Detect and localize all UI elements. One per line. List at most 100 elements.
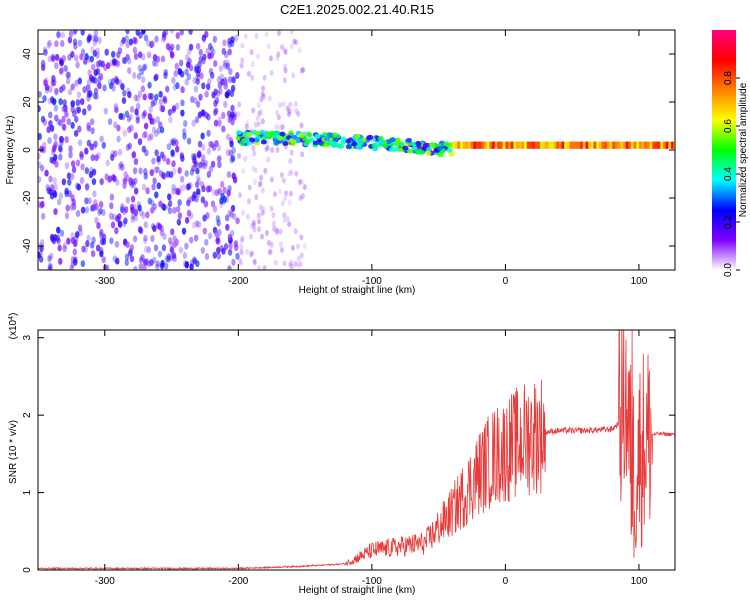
heatmap-noise-dot (79, 150, 84, 158)
heatmap-noise-dot (213, 119, 219, 127)
heatmap-noise-dot (81, 245, 86, 253)
heatmap-line-cell (478, 141, 482, 149)
heatmap-faint-dot (291, 72, 296, 79)
heatmap-noise-dot (160, 259, 165, 267)
heatmap-noise-dot (208, 165, 214, 173)
heatmap-band-dot (235, 130, 242, 136)
heatmap-line-cell (665, 141, 669, 149)
heatmap-noise-dot (198, 55, 204, 63)
heatmap-noise-dot (93, 140, 98, 148)
heatmap-noise-dot (122, 181, 127, 189)
heatmap-noise-dot (98, 207, 103, 215)
heatmap-noise-dot (93, 35, 99, 43)
heatmap-noise-dot (73, 235, 79, 243)
heatmap-noise-dot (207, 232, 213, 240)
heatmap-noise-dot (171, 137, 177, 145)
heatmap-faint-dot (248, 251, 253, 258)
heatmap-noise-dot (193, 85, 199, 93)
heatmap-noise-dot (184, 68, 189, 76)
heatmap-faint-dot (261, 85, 266, 92)
heatmap-noise-dot (194, 116, 200, 124)
heatmap-noise-dot (101, 233, 107, 241)
heatmap-noise-dot (216, 155, 221, 163)
heatmap-noise-dot (229, 140, 234, 148)
heatmap-noise-dot (100, 60, 105, 68)
heatmap-faint-dot (283, 49, 288, 56)
heatmap-band-dot (243, 138, 250, 144)
heatmap-line-cell (614, 141, 619, 149)
heatmap-line-cell (593, 141, 597, 149)
heatmap-noise-dot (154, 149, 159, 157)
heatmap-noise-dot (161, 154, 167, 162)
heatmap-band-dot (378, 139, 385, 145)
heatmap-band-dot (443, 141, 450, 147)
heatmap-line-cell (585, 141, 589, 149)
heatmap-line-cell (476, 141, 480, 149)
heatmap-noise-dot (141, 145, 147, 153)
heatmap-faint-dot (289, 259, 294, 266)
heatmap-noise-dot (169, 138, 175, 146)
heatmap-noise-dot (140, 85, 146, 93)
heatmap-noise-dot (117, 79, 123, 87)
heatmap-faint-dot (268, 55, 273, 62)
heatmap-noise-dot (155, 166, 160, 174)
heatmap-line-cell (532, 141, 536, 149)
heatmap-noise-dot (210, 160, 216, 168)
heatmap-noise-dot (65, 77, 71, 85)
heatmap-noise-dot (66, 172, 72, 180)
heatmap-noise-dot (227, 37, 232, 45)
heatmap-line-cell (462, 141, 466, 149)
heatmap-noise-dot (70, 121, 75, 129)
heatmap-noise-dot (47, 55, 52, 63)
heatmap-noise-dot (149, 169, 155, 177)
heatmap-noise-dot (110, 153, 115, 161)
heatmap-faint-dot (280, 44, 285, 51)
heatmap-noise-dot (41, 62, 46, 70)
heatmap-noise-dot (131, 212, 136, 220)
heatmap-noise-dot (173, 70, 178, 78)
heatmap-noise-dot (110, 50, 116, 58)
heatmap-noise-dot (143, 34, 149, 42)
x-tick-label: -100 (362, 276, 382, 287)
heatmap-faint-dot (245, 248, 250, 255)
heatmap-noise-dot (73, 258, 78, 266)
heatmap-band-dot (326, 132, 333, 138)
heatmap-faint-dot (239, 260, 244, 267)
heatmap-noise-dot (166, 143, 172, 151)
heatmap-noise-dot (92, 92, 98, 100)
heatmap-line-cell (609, 141, 613, 149)
heatmap-noise-dot (162, 172, 167, 180)
heatmap-noise-dot (80, 163, 85, 171)
heatmap-noise-dot (184, 242, 189, 250)
heatmap-noise-dot (84, 197, 89, 205)
heatmap-noise-dot (181, 128, 187, 136)
heatmap-noise-dot (203, 200, 209, 208)
heatmap-line-cell (652, 141, 656, 149)
heatmap-line-cell (526, 141, 530, 149)
heatmap-noise-dot (213, 60, 218, 68)
heatmap-noise-dot (170, 149, 175, 157)
heatmap-line-cell (516, 141, 520, 149)
heatmap-faint-dot (279, 247, 284, 254)
heatmap-faint-dot (239, 249, 244, 256)
heatmap-plot-area (38, 30, 675, 270)
heatmap-noise-dot (193, 234, 199, 242)
heatmap-faint-dot (251, 145, 256, 152)
heatmap-noise-dot (175, 32, 180, 40)
heatmap-noise-dot (195, 174, 201, 182)
heatmap-noise-dot (90, 154, 96, 162)
heatmap-faint-dot (257, 265, 262, 270)
heatmap-noise-dot (201, 143, 206, 151)
heatmap-noise-dot (165, 157, 171, 165)
heatmap-noise-dot (142, 265, 148, 270)
heatmap-band-dot (446, 147, 453, 153)
heatmap-noise-dot (230, 84, 236, 92)
heatmap-noise-dot (214, 139, 219, 147)
heatmap-noise-dot (217, 116, 223, 124)
heatmap-band-dot (331, 132, 338, 138)
heatmap-noise-dot (135, 95, 141, 103)
heatmap-noise-dot (166, 43, 171, 51)
heatmap-noise-dot (162, 204, 167, 212)
heatmap-noise-dot (152, 59, 157, 67)
